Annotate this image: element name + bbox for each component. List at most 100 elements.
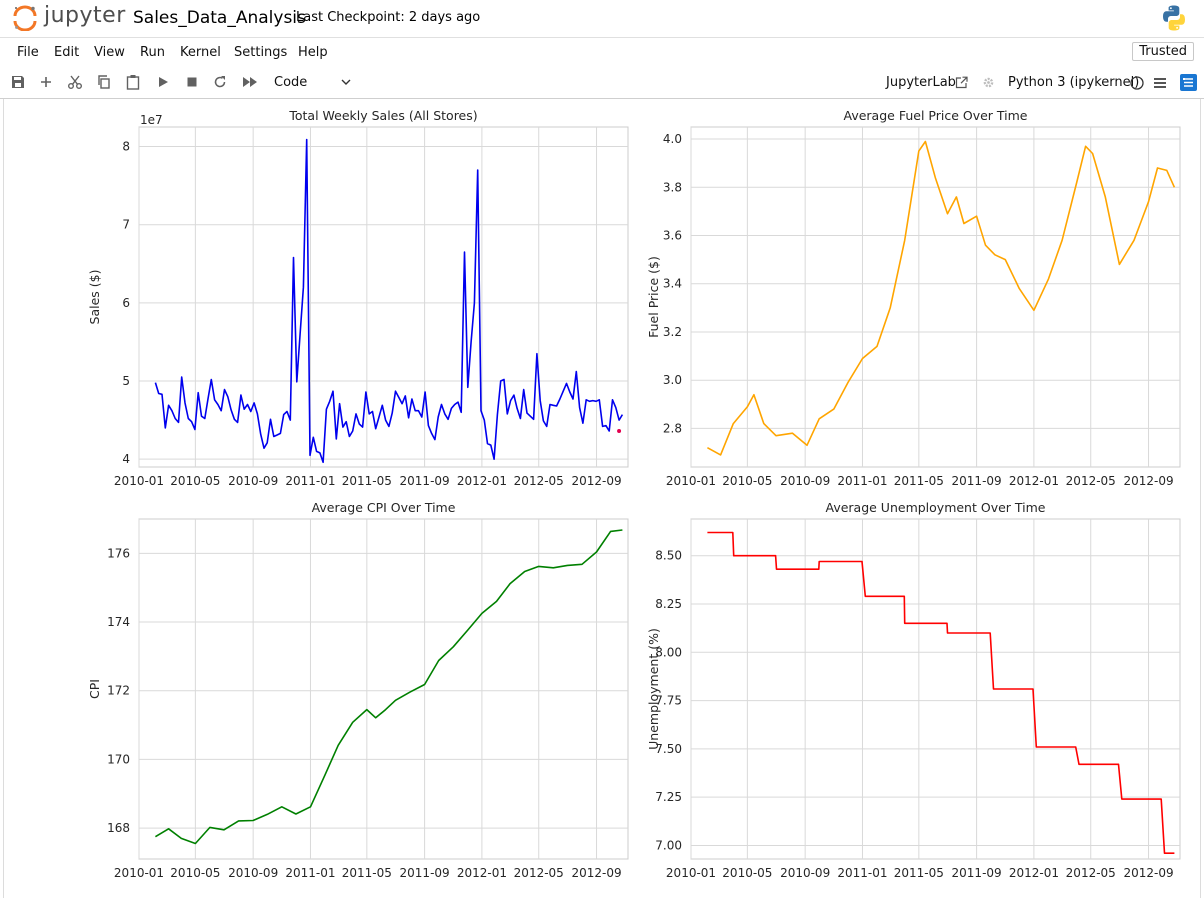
property-inspector-icon[interactable]	[1180, 74, 1197, 91]
jupyterlab-link[interactable]: JupyterLab	[886, 75, 956, 90]
chart-title: Total Weekly Sales (All Stores)	[288, 108, 477, 123]
chart-panel-sales: 2010-01 2010-05 2010-09 2011-01 2011-05 2011-…	[87, 108, 629, 488]
jupyter-logo-text[interactable]: jupyter	[44, 3, 126, 28]
menu-edit[interactable]: Edit	[54, 45, 80, 60]
x-tick-label: 2010-09	[780, 866, 830, 880]
y-tick-label: 174	[107, 615, 130, 629]
y-tick-label: 170	[107, 752, 130, 766]
plot-area	[138, 518, 629, 860]
y-tick-label: 7	[122, 218, 130, 232]
x-tick-label: 2011-05	[894, 866, 944, 880]
y-tick-label: 2.8	[663, 421, 682, 435]
y-tick-label: 7.25	[655, 790, 682, 804]
y-tick-label: 172	[107, 684, 130, 698]
python-logo-icon	[1163, 5, 1185, 31]
x-tick-label: 2010-01	[114, 474, 164, 488]
x-tick-label: 2011-09	[952, 474, 1002, 488]
restart-icon[interactable]	[211, 73, 229, 91]
series-line-unemployment	[707, 531, 1175, 855]
x-tick-label: 2012-01	[1009, 866, 1059, 880]
x-tick-label: 2012-01	[1009, 474, 1059, 488]
menu-kernel[interactable]: Kernel	[180, 45, 221, 60]
x-tick-label: 2012-09	[571, 866, 621, 880]
run-icon[interactable]	[154, 73, 172, 91]
x-tick-label: 2010-05	[170, 474, 220, 488]
y-tick-label: 3.8	[663, 180, 682, 194]
y-tick-label: 4	[122, 452, 130, 466]
x-tick-label: 2012-09	[571, 474, 621, 488]
x-tick-label: 2011-01	[837, 474, 887, 488]
kernel-name[interactable]: Python 3 (ipykernel)	[1008, 75, 1140, 90]
cell-type-select[interactable]: Code	[274, 75, 308, 90]
y-tick-label: 8	[122, 140, 130, 154]
paste-icon[interactable]	[124, 73, 142, 91]
external-link-icon[interactable]	[955, 76, 968, 89]
x-tick-label: 2011-05	[342, 474, 392, 488]
y-tick-label: 7.50	[655, 742, 682, 756]
plot-area	[690, 518, 1181, 860]
x-tick-label: 2010-09	[228, 866, 278, 880]
y-tick-label: 8.50	[655, 549, 682, 563]
x-tick-label: 2012-01	[457, 866, 507, 880]
x-tick-label: 2011-01	[285, 866, 335, 880]
chevron-down-icon[interactable]	[340, 76, 352, 88]
y-axis-label: Fuel Price ($)	[646, 256, 661, 338]
x-tick-label: 2010-05	[170, 866, 220, 880]
save-icon[interactable]	[9, 73, 27, 91]
menu-help[interactable]: Help	[298, 45, 328, 60]
add-icon[interactable]	[37, 73, 55, 91]
menu-file[interactable]: File	[17, 45, 39, 60]
cut-icon[interactable]	[66, 73, 84, 91]
trusted-badge[interactable]: Trusted	[1132, 42, 1194, 61]
x-tick-label: 2012-05	[514, 474, 564, 488]
x-tick-label: 2010-05	[722, 474, 772, 488]
kernel-status-idle-icon	[1130, 76, 1144, 90]
top-bar: jupyter Sales_Data_Analysis Last Checkpo…	[0, 0, 1204, 36]
x-tick-label: 2010-05	[722, 866, 772, 880]
series-line-cpi	[154, 529, 623, 845]
chart-title: Average CPI Over Time	[312, 500, 456, 515]
y-tick-label: 3.4	[663, 277, 682, 291]
x-tick-label: 2012-09	[1123, 866, 1173, 880]
chart-panel-fuel: 2010-01 2010-05 2010-09 2011-01 2011-05 2011-…	[646, 108, 1181, 488]
x-tick-label: 2011-09	[400, 866, 450, 880]
copy-icon[interactable]	[95, 73, 113, 91]
chart-panel-cpi: 2010-01 2010-05 2010-09 2011-01 2011-05 2011-…	[87, 500, 629, 880]
stop-icon[interactable]	[183, 73, 201, 91]
y-tick-label: 6	[122, 296, 130, 310]
y-axis-label: Sales ($)	[87, 270, 102, 325]
menu-settings[interactable]: Settings	[234, 45, 288, 60]
plot-area	[138, 126, 629, 468]
notebook-name[interactable]: Sales_Data_Analysis	[133, 8, 306, 28]
jupyter-logo-icon[interactable]	[12, 5, 38, 31]
x-tick-label: 2011-09	[952, 866, 1002, 880]
fast-forward-icon[interactable]	[241, 73, 259, 91]
menu-run[interactable]: Run	[140, 45, 165, 60]
checkpoint-status: Last Checkpoint: 2 days ago	[296, 10, 481, 25]
y-axis-label: CPI	[87, 679, 102, 699]
x-tick-label: 2011-05	[894, 474, 944, 488]
y-tick-label: 8.00	[655, 645, 682, 659]
y-tick-label: 7.00	[655, 838, 682, 852]
y-tick-label: 8.25	[655, 597, 682, 611]
x-tick-label: 2012-09	[1123, 474, 1173, 488]
menu-lines-icon[interactable]	[1153, 76, 1167, 90]
chart-title: Average Unemployment Over Time	[826, 500, 1046, 515]
x-tick-label: 2011-09	[400, 474, 450, 488]
menu-view[interactable]: View	[94, 45, 125, 60]
x-tick-label: 2010-09	[228, 474, 278, 488]
y-tick-label: 3.0	[663, 373, 682, 387]
y-tick-label: 4.0	[663, 132, 682, 146]
series-line-sales	[154, 138, 624, 464]
cell-output-area	[3, 99, 1201, 898]
y-tick-label: 7.75	[655, 694, 682, 708]
y-tick-label: 168	[107, 821, 130, 835]
x-tick-label: 2011-01	[837, 866, 887, 880]
menu-bar: File Edit View Run Kernel Settings Help …	[0, 37, 1204, 68]
gear-icon[interactable]	[982, 76, 995, 89]
x-tick-label: 2010-09	[780, 474, 830, 488]
y-tick-label: 5	[122, 374, 130, 388]
chart-title: Average Fuel Price Over Time	[844, 108, 1028, 123]
x-tick-label: 2012-05	[514, 866, 564, 880]
x-tick-label: 2010-01	[114, 866, 164, 880]
